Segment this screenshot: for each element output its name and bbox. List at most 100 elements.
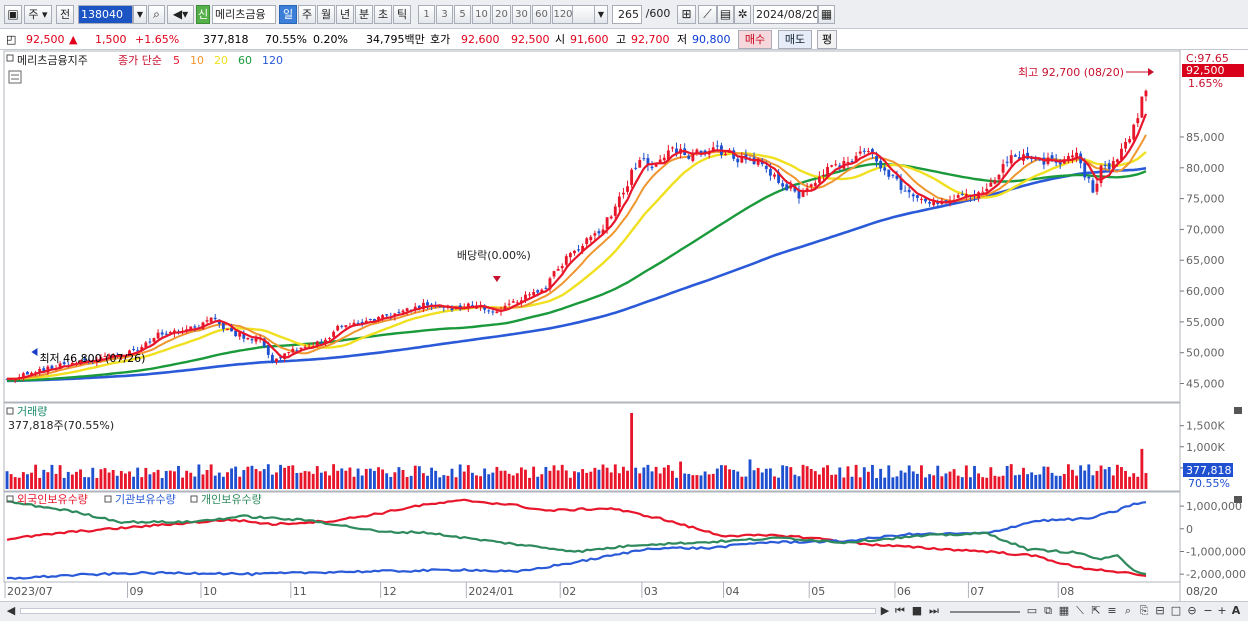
volume-bar [91,467,95,489]
volume-bar [201,474,205,489]
box-icon[interactable]: □ [1170,604,1182,617]
eval-button[interactable]: 평 [817,30,837,49]
scroll-right-icon[interactable]: ▶ [880,604,890,617]
volume-bar [989,467,993,489]
line-icon[interactable]: ⟍ [1076,604,1084,617]
grid-icon[interactable]: ▦ [1058,604,1070,617]
period-tab-2[interactable]: 월 [317,5,335,24]
chart-area[interactable]: 45,000 50,000 55,000 60,000 65,000 70,000 75,0… [0,50,1248,601]
forward-icon[interactable]: ⏭ [929,604,939,617]
volume-summary: 377,818주(70.55%) [8,419,114,432]
candle-body [38,368,42,374]
volume-bar [83,477,87,489]
minute-tab-5[interactable]: 5 [454,5,471,24]
minute-tab-60[interactable]: 60 [532,5,551,24]
period-tab-3[interactable]: 년 [336,5,354,24]
candle-body [654,164,658,167]
stop-icon[interactable]: ■ [911,604,923,617]
layout-icon[interactable]: ▭ [1026,604,1038,617]
legend-ma-label: 종가 단순 [118,54,162,67]
plus-icon[interactable]: + [1217,604,1227,617]
volume-bar [854,464,858,489]
save-icon[interactable]: ▤ [717,5,734,24]
period-tab-1[interactable]: 주 [298,5,316,24]
quote-arrow-icon: ◰ [6,33,17,46]
align-icon[interactable]: ≡ [1107,604,1117,617]
volume-bar [99,469,103,489]
pct-label: 1.65% [1188,77,1223,90]
candle-body [960,193,964,195]
volume-bar [283,467,287,489]
minute-tab-3[interactable]: 3 [436,5,453,24]
buy-button[interactable]: 매수 [738,30,772,49]
quote-open: 91,600 [570,33,609,46]
zoom-slider[interactable] [950,611,1020,613]
candle-body [279,357,282,359]
minute-tab-20[interactable]: 20 [492,5,511,24]
magnify-icon[interactable]: ⌕ [1124,604,1132,617]
rewind-icon[interactable]: ⏮ [895,604,905,617]
calendar-icon[interactable]: ▦ [818,5,835,24]
candle-body [1009,155,1013,164]
candle-body [140,347,144,351]
legend-ma-5: 5 [173,54,180,67]
window-icon[interactable]: ▣ [4,5,22,24]
minute-dropdown-icon[interactable]: ▼ [594,5,608,24]
date-input[interactable]: 2024/08/20 [753,5,818,24]
period-tab-6[interactable]: 틱 [393,5,411,24]
gear-icon[interactable]: ✲ [734,5,751,24]
search-icon[interactable]: ⌕ [148,5,165,24]
period-tab-5[interactable]: 초 [374,5,392,24]
cascade-icon[interactable]: ⧉ [1044,604,1052,617]
candle-body [658,159,662,164]
minute-tab-1[interactable]: 1 [418,5,435,24]
volume-bar [805,466,809,489]
code-input[interactable]: 138040 [78,5,133,24]
price-tag: 92,500 [1186,64,1225,77]
count-input[interactable]: 265 [612,5,642,24]
scroll-left-icon[interactable]: ◀ [6,604,16,617]
quote-low: 90,800 [692,33,731,46]
candle-body [756,159,760,165]
code-dropdown-icon[interactable]: ▼ [133,5,147,24]
candle-body [128,350,131,355]
volume-bar [303,471,307,489]
volume-bar [446,475,450,489]
speaker-icon[interactable]: ◀▾ [167,5,194,24]
candle-body [985,188,989,192]
volume-bar [287,465,291,489]
minute-tab-10[interactable]: 10 [472,5,491,24]
volume-bar [589,471,593,489]
zoom-icon[interactable]: ⊞ [677,5,696,24]
candle-body [397,311,401,313]
minute-tab-30[interactable]: 30 [512,5,531,24]
minus-icon[interactable]: − [1203,604,1213,617]
split-icon[interactable]: ⊟ [1155,604,1165,617]
candle-body [328,338,331,340]
volume-bar [177,465,180,489]
period-select[interactable]: 주 ▾ [24,5,52,24]
volume-bar [662,467,666,489]
candle-body [1050,155,1054,159]
volume-bar [719,465,723,489]
volume-bar [1095,470,1099,489]
period-tab-0[interactable]: 일 [279,5,297,24]
font-size-icon[interactable]: A [1231,604,1241,617]
zoom-out-icon[interactable]: ⊖ [1187,604,1197,617]
candle-body [103,356,107,358]
period-tab-4[interactable]: 분 [355,5,373,24]
draw-icon[interactable]: ⟋ [698,5,717,24]
copy-icon[interactable]: ⎘ [1139,604,1149,617]
sell-button[interactable]: 매도 [778,30,812,49]
volume-bar [960,477,964,489]
x-label: 2024/01 [468,585,514,598]
volume-tag: 377,818 [1186,464,1232,477]
candle-body [891,174,895,176]
scrollbar[interactable] [20,608,876,614]
volume-bar [679,461,683,489]
arrow-icon[interactable]: ⇱ [1091,604,1101,617]
volume-bar [858,477,862,489]
minute-tab-120[interactable]: 120 [552,5,574,24]
prev-button[interactable]: 전 [56,5,74,24]
volume-bar [842,477,846,489]
